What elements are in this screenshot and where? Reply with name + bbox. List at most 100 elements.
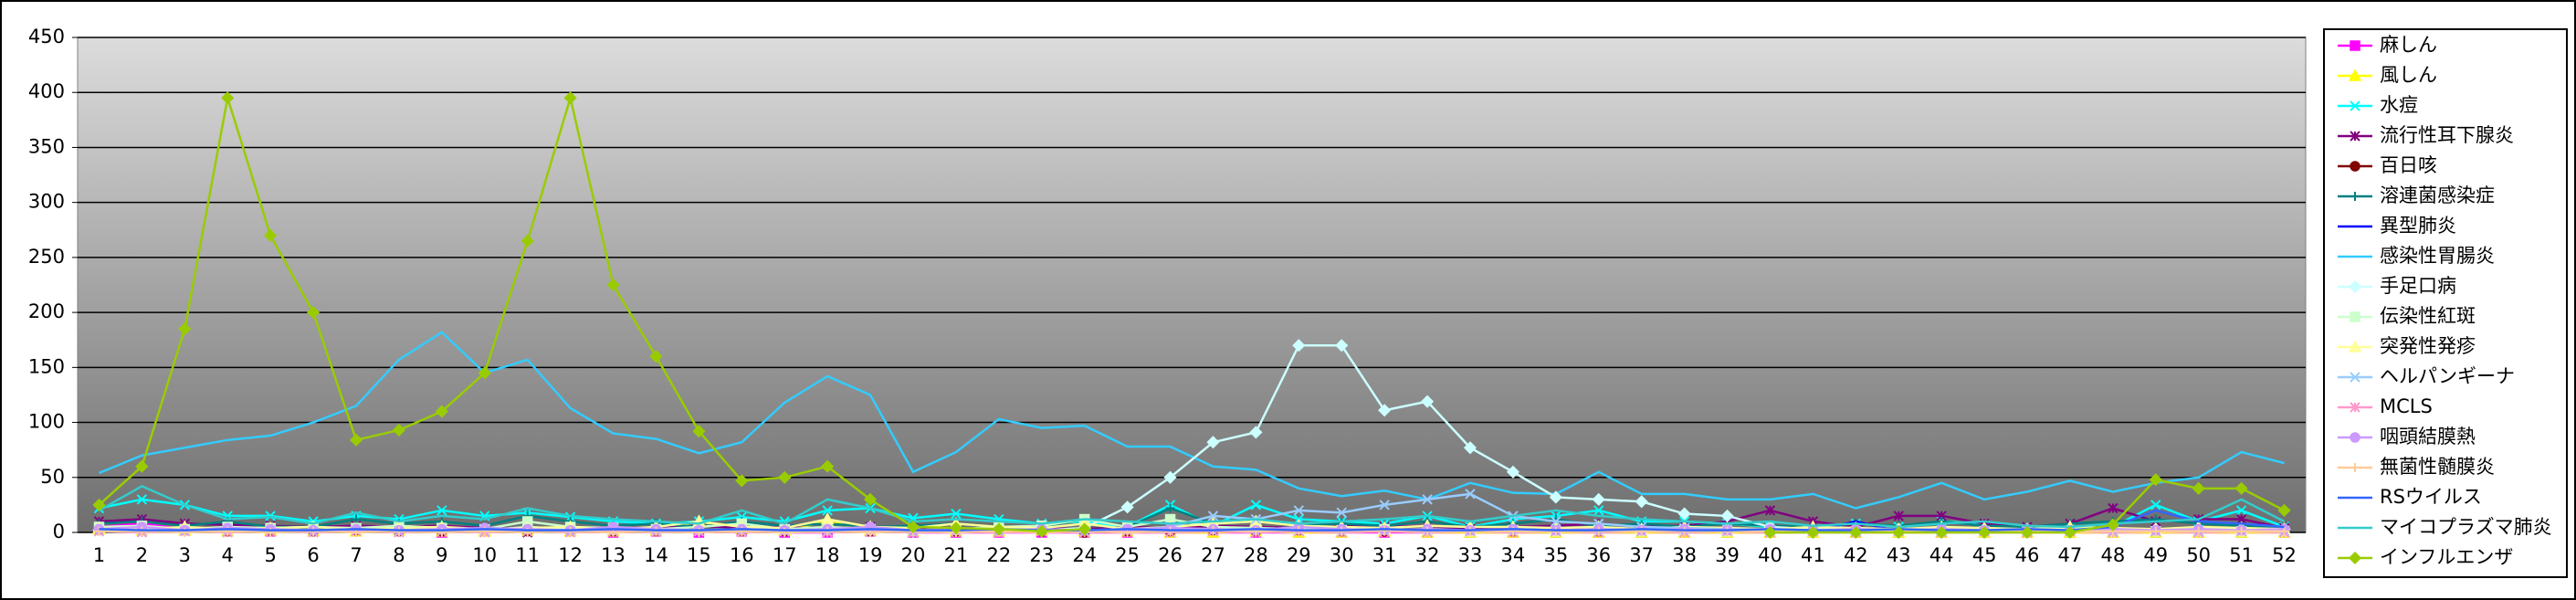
data-point bbox=[135, 459, 149, 473]
data-point bbox=[1078, 522, 1091, 536]
legend-label: 風しん bbox=[2380, 64, 2437, 86]
legend-marker bbox=[2350, 463, 2360, 472]
legend-marker bbox=[2350, 432, 2360, 443]
y-tick-label: 300 bbox=[28, 191, 65, 213]
data-point bbox=[2020, 525, 2035, 540]
data-point bbox=[2150, 526, 2161, 536]
x-tick-label: 37 bbox=[1629, 544, 1654, 566]
x-tick-label: 15 bbox=[687, 544, 711, 566]
data-point bbox=[520, 234, 534, 247]
x-tick-label: 32 bbox=[1415, 544, 1440, 566]
legend-marker bbox=[2348, 68, 2362, 81]
legend bbox=[2323, 28, 2568, 578]
x-tick-label: 47 bbox=[2058, 544, 2083, 566]
data-point bbox=[2279, 526, 2289, 536]
x-tick-label: 23 bbox=[1029, 544, 1054, 566]
legend-marker bbox=[2350, 311, 2360, 322]
data-point bbox=[1763, 525, 1777, 540]
data-point bbox=[1379, 500, 1390, 511]
x-tick-label: 48 bbox=[2100, 544, 2125, 566]
data-point bbox=[1593, 505, 1604, 516]
legend-label: 突発性発疹 bbox=[2380, 335, 2476, 357]
data-point bbox=[822, 505, 833, 516]
data-point bbox=[1249, 426, 1263, 439]
y-tick-label: 250 bbox=[28, 246, 65, 268]
legend-label: 異型肺炎 bbox=[2380, 215, 2456, 237]
series-line bbox=[98, 331, 2285, 510]
data-point bbox=[2192, 481, 2205, 495]
x-tick-label: 40 bbox=[1758, 544, 1782, 566]
y-tick-label: 400 bbox=[28, 80, 65, 102]
legend-marker bbox=[2350, 100, 2360, 111]
data-point bbox=[1893, 511, 1904, 521]
x-tick-label: 44 bbox=[1929, 544, 1954, 566]
y-tick-label: 100 bbox=[28, 411, 65, 433]
data-point bbox=[1120, 500, 1134, 514]
x-tick-label: 33 bbox=[1458, 544, 1483, 566]
x-tick-label: 39 bbox=[1715, 544, 1740, 566]
legend-label: インフルエンザ bbox=[2380, 546, 2513, 568]
x-tick-label: 50 bbox=[2186, 544, 2211, 566]
data-point bbox=[778, 470, 792, 484]
data-point bbox=[1635, 495, 1648, 509]
legend-label: 溶連菌感染症 bbox=[2380, 184, 2495, 206]
y-tick-label: 0 bbox=[53, 521, 65, 542]
x-tick-label: 21 bbox=[944, 544, 969, 566]
x-tick-label: 38 bbox=[1672, 544, 1697, 566]
data-point bbox=[478, 366, 491, 380]
legend-marker bbox=[2350, 402, 2360, 413]
data-point bbox=[2235, 505, 2247, 516]
x-tick-label: 9 bbox=[436, 544, 447, 566]
data-point bbox=[906, 520, 920, 534]
plot-area bbox=[77, 37, 2307, 533]
data-point bbox=[2150, 500, 2161, 511]
x-tick-label: 43 bbox=[1887, 544, 1911, 566]
x-tick-label: 31 bbox=[1372, 544, 1397, 566]
data-point bbox=[606, 278, 620, 292]
x-tick-label: 30 bbox=[1330, 544, 1354, 566]
x-tick-label: 3 bbox=[179, 544, 191, 566]
data-point bbox=[136, 494, 148, 505]
x-tick-label: 16 bbox=[730, 544, 754, 566]
legend-label: ヘルパンギーナ bbox=[2380, 365, 2515, 387]
legend-marker bbox=[2350, 161, 2360, 172]
data-point bbox=[2149, 473, 2162, 487]
data-point bbox=[951, 508, 962, 520]
data-point bbox=[1035, 524, 1048, 538]
legend-marker bbox=[2348, 551, 2362, 565]
data-point bbox=[1293, 505, 1305, 516]
data-point bbox=[821, 459, 835, 473]
x-tick-label: 5 bbox=[264, 544, 276, 566]
y-tick-label: 350 bbox=[28, 135, 65, 157]
data-point bbox=[392, 423, 405, 437]
x-tick-label: 28 bbox=[1244, 544, 1268, 566]
x-tick-label: 26 bbox=[1158, 544, 1183, 566]
x-tick-label: 12 bbox=[558, 544, 583, 566]
data-point bbox=[1935, 525, 1949, 540]
data-point bbox=[1378, 404, 1392, 417]
data-point bbox=[1806, 525, 1820, 540]
data-point bbox=[1335, 339, 1349, 353]
x-tick-label: 6 bbox=[307, 544, 319, 566]
legend-marker bbox=[2348, 279, 2362, 294]
legend-label: 咽頭結膜熱 bbox=[2380, 426, 2476, 447]
legend-label: マイコプラズマ肺炎 bbox=[2380, 516, 2552, 538]
x-tick-label: 46 bbox=[2015, 544, 2040, 566]
x-tick-label: 25 bbox=[1115, 544, 1140, 566]
data-point bbox=[1421, 395, 1435, 408]
data-point bbox=[1465, 489, 1476, 500]
data-point bbox=[2106, 518, 2119, 532]
data-point bbox=[1250, 500, 1262, 511]
legend-label: MCLS bbox=[2380, 395, 2433, 417]
data-point bbox=[178, 322, 192, 336]
data-point bbox=[864, 492, 878, 506]
x-tick-label: 7 bbox=[350, 544, 362, 566]
x-tick-label: 22 bbox=[986, 544, 1011, 566]
x-tick-label: 11 bbox=[515, 544, 540, 566]
data-point bbox=[735, 474, 749, 488]
x-tick-label: 34 bbox=[1501, 544, 1526, 566]
data-point bbox=[221, 91, 235, 105]
x-tick-label: 27 bbox=[1201, 544, 1225, 566]
x-tick-label: 18 bbox=[815, 544, 840, 566]
